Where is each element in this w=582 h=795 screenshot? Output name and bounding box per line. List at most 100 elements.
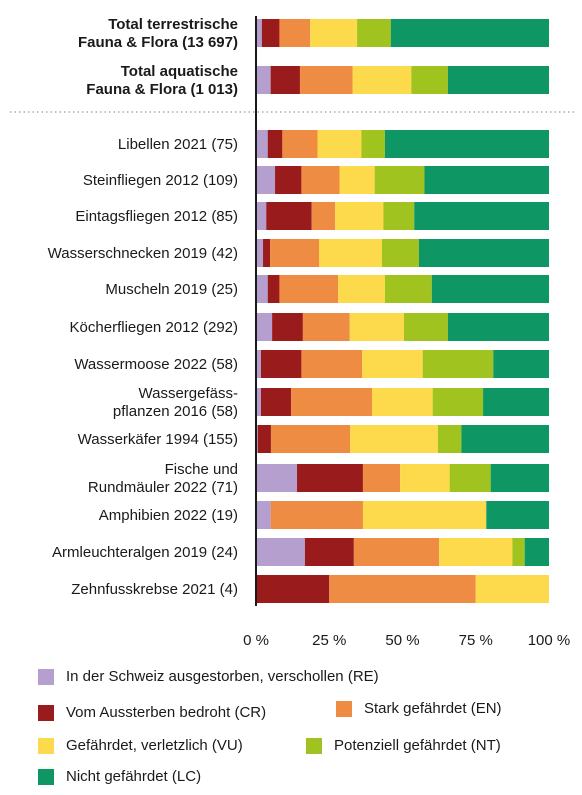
bar-segment-re bbox=[256, 388, 261, 416]
bar-segment-nt bbox=[449, 464, 491, 492]
bar-segment-vu bbox=[475, 575, 549, 603]
bar-segment-vu bbox=[335, 202, 384, 230]
category-label: Eintagsfliegen 2012 (85) bbox=[75, 208, 238, 225]
bar-segment-cr bbox=[261, 19, 280, 47]
bar-segment-vu bbox=[318, 239, 382, 267]
legend-label-vu: Gefährdet, verletzlich (VU) bbox=[66, 737, 243, 754]
bar-segment-re bbox=[256, 464, 298, 492]
bar-segment-vu bbox=[352, 66, 412, 94]
bar-segment-nt bbox=[357, 19, 391, 47]
legend-item-re: In der Schweiz ausgestorben, verschollen… bbox=[38, 668, 379, 685]
bar-segment-cr bbox=[297, 464, 363, 492]
bar-segment-re bbox=[256, 275, 268, 303]
bar-segment-en bbox=[279, 19, 311, 47]
legend-label-en: Stark gefährdet (EN) bbox=[364, 700, 502, 717]
category-label: Köcherfliegen 2012 (292) bbox=[70, 319, 238, 336]
bar-segment-cr bbox=[304, 538, 354, 566]
bar-segment-lc bbox=[493, 350, 549, 378]
bar-segment-nt bbox=[383, 202, 415, 230]
bar-segment-en bbox=[301, 350, 363, 378]
bar-segment-lc bbox=[447, 313, 549, 341]
bar-segment-re bbox=[256, 130, 268, 158]
legend-swatch-nt bbox=[306, 737, 322, 754]
bar-segment-cr bbox=[256, 575, 330, 603]
bar-segment-en bbox=[302, 313, 350, 341]
bar-segment-re bbox=[256, 239, 264, 267]
bar-segment-nt bbox=[381, 239, 419, 267]
bar-segment-en bbox=[270, 501, 363, 529]
legend-item-en: Stark gefährdet (EN) bbox=[336, 700, 502, 717]
bar-segment-lc bbox=[490, 464, 549, 492]
bar-segment-en bbox=[353, 538, 440, 566]
bar-segment-nt bbox=[411, 66, 448, 94]
stacked-bar-chart: Total terrestrische Fauna & Flora (13 697… bbox=[10, 16, 575, 649]
x-tick-label: 50 % bbox=[385, 632, 419, 649]
x-tick-label: 75 % bbox=[459, 632, 493, 649]
bar-segment-lc bbox=[486, 501, 549, 529]
category-label: Wassermoose 2022 (58) bbox=[74, 356, 238, 373]
bar-segment-vu bbox=[310, 19, 358, 47]
bar-segment-vu bbox=[372, 388, 433, 416]
legend-swatch-vu bbox=[38, 737, 54, 754]
x-tick-label: 100 % bbox=[528, 632, 571, 649]
bar-segment-vu bbox=[439, 538, 513, 566]
bar-segment-en bbox=[279, 275, 339, 303]
bar-segment-cr bbox=[267, 130, 283, 158]
bar-segment-nt bbox=[512, 538, 525, 566]
bar-segment-cr bbox=[260, 388, 292, 416]
bar-segment-en bbox=[270, 425, 351, 453]
bar-segment-vu bbox=[349, 313, 404, 341]
bar-segment-lc bbox=[461, 425, 549, 453]
legend-label-cr: Vom Aussterben bedroht (CR) bbox=[66, 704, 267, 721]
bar-segment-re bbox=[256, 501, 271, 529]
bar-segment-en bbox=[270, 239, 319, 267]
bar-segment-re bbox=[256, 66, 271, 94]
bar-segment-en bbox=[291, 388, 373, 416]
category-label: Wassergefäss-pflanzen 2016 (58) bbox=[113, 385, 238, 420]
bar-segment-nt bbox=[422, 350, 494, 378]
bar-segment-cr bbox=[266, 202, 312, 230]
legend-label-lc: Nicht gefährdet (LC) bbox=[66, 768, 202, 785]
bar-segment-lc bbox=[418, 239, 549, 267]
bar-segment-vu bbox=[362, 350, 423, 378]
bar-segment-re bbox=[256, 350, 261, 378]
category-label: Muscheln 2019 (25) bbox=[105, 281, 238, 298]
bar-segment-vu bbox=[400, 464, 450, 492]
bar-segment-lc bbox=[424, 166, 549, 194]
bar-segment-nt bbox=[437, 425, 462, 453]
bar-segment-cr bbox=[263, 239, 271, 267]
legend: In der Schweiz ausgestorben, verschollen… bbox=[0, 660, 582, 795]
bar-segment-en bbox=[282, 130, 318, 158]
bar-segment-nt bbox=[361, 130, 385, 158]
bar-segment-en bbox=[299, 66, 353, 94]
bar-segment-re bbox=[256, 313, 273, 341]
category-label: Wasserschnecken 2019 (42) bbox=[48, 245, 238, 262]
category-label: Total terrestrische Fauna & Flora (13 697… bbox=[78, 16, 238, 51]
category-label: Steinfliegen 2012 (109) bbox=[83, 172, 238, 189]
bar-segment-cr bbox=[272, 313, 303, 341]
bar-segment-vu bbox=[317, 130, 362, 158]
bar-segment-en bbox=[362, 464, 401, 492]
category-label: Total aquatische Fauna & Flora (1 013) bbox=[86, 63, 238, 98]
bar-segment-en bbox=[329, 575, 476, 603]
bar-segment-lc bbox=[524, 538, 549, 566]
category-label: Fische und Rundmäuler 2022 (71) bbox=[88, 461, 238, 496]
category-label: Libellen 2021 (75) bbox=[118, 136, 238, 153]
legend-item-cr: Vom Aussterben bedroht (CR) bbox=[38, 704, 266, 721]
bar-segment-lc bbox=[390, 19, 549, 47]
bar-segment-cr bbox=[270, 66, 300, 94]
legend-swatch-en bbox=[336, 700, 352, 717]
bar-segment-nt bbox=[384, 275, 432, 303]
legend-label-nt: Potenziell gefährdet (NT) bbox=[334, 737, 501, 754]
legend-swatch-lc bbox=[38, 768, 54, 785]
category-label: Amphibien 2022 (19) bbox=[99, 507, 238, 524]
category-label: Zehnfusskrebse 2021 (4) bbox=[71, 581, 238, 598]
bar-segment-vu bbox=[339, 166, 375, 194]
bar-segment-lc bbox=[414, 202, 549, 230]
x-tick-label: 0 % bbox=[243, 632, 269, 649]
legend-item-vu: Gefährdet, verletzlich (VU) bbox=[38, 737, 243, 754]
bar-segment-vu bbox=[338, 275, 385, 303]
bar-segment-cr bbox=[260, 350, 302, 378]
bar-segment-cr bbox=[275, 166, 302, 194]
bar-segment-lc bbox=[431, 275, 549, 303]
